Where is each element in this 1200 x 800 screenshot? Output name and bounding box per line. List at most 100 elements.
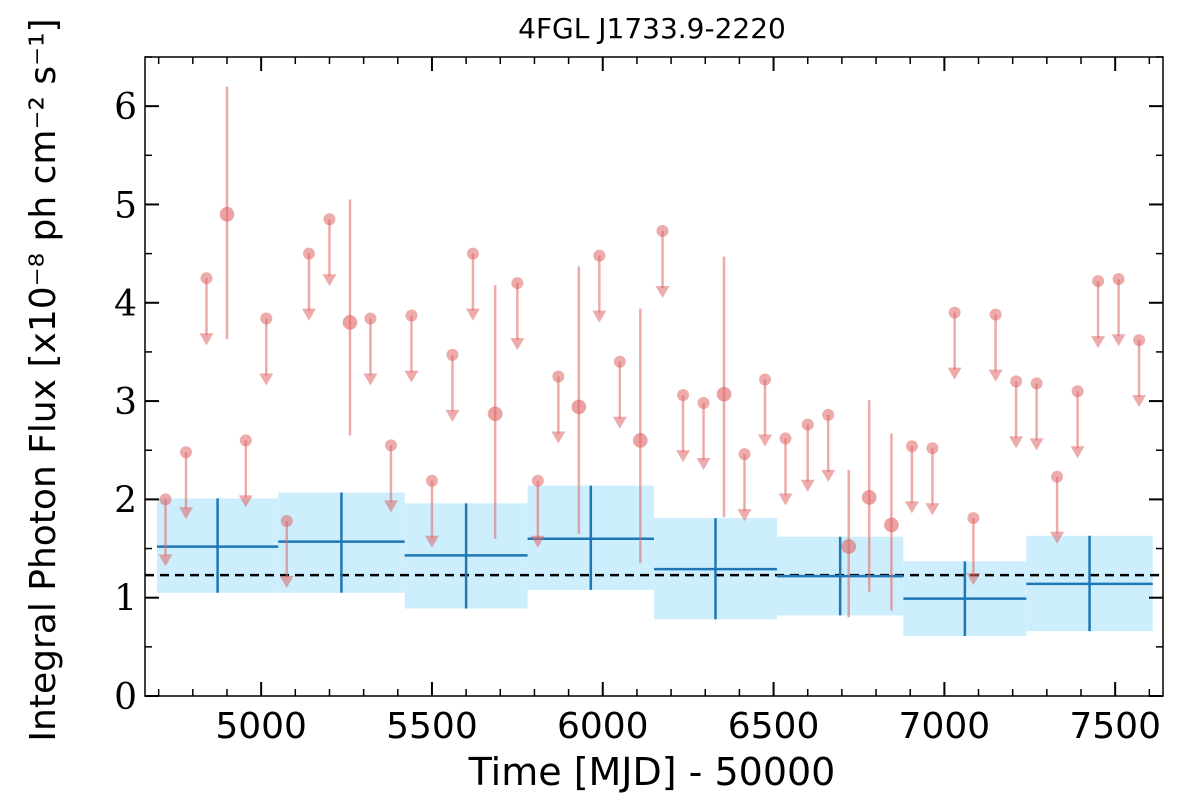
- upper-limit-arrow: [322, 274, 337, 287]
- upper-limit-arrow: [737, 509, 752, 522]
- y-tick-label: 2: [114, 480, 137, 521]
- x-tick-label: 6000: [557, 706, 649, 747]
- y-tick-label: 3: [114, 382, 137, 423]
- detection-point: [342, 314, 358, 330]
- upper-limit-point: [239, 434, 252, 447]
- upper-limit-arrow: [778, 493, 793, 506]
- upper-limit-point: [1092, 275, 1105, 288]
- upper-limit-point: [425, 474, 438, 487]
- y-tick-label: 4: [114, 284, 137, 325]
- upper-limit-arrow: [424, 535, 439, 548]
- upper-limit-point: [280, 515, 293, 528]
- upper-limit-arrow: [612, 416, 627, 429]
- detection-point: [571, 399, 587, 415]
- upper-limit-point: [179, 446, 192, 459]
- upper-limit-arrow: [465, 308, 480, 321]
- upper-limit-point: [738, 448, 751, 461]
- upper-limit-point: [677, 389, 690, 402]
- upper-limit-point: [1051, 470, 1064, 483]
- upper-limit-arrow: [1132, 395, 1147, 408]
- x-tick-label: 6500: [728, 706, 820, 747]
- upper-limit-point: [552, 370, 565, 383]
- upper-limit-point: [1071, 385, 1084, 398]
- upper-limit-point: [593, 249, 606, 262]
- upper-limit-arrow: [383, 500, 398, 513]
- upper-limit-point: [511, 277, 524, 290]
- upper-limit-point: [905, 440, 918, 453]
- upper-limit-arrow: [238, 495, 253, 508]
- upper-limit-point: [967, 512, 980, 525]
- upper-limit-point: [200, 272, 213, 285]
- chart-title: 4FGL J1733.9-2220: [518, 12, 786, 45]
- upper-limit-point: [302, 247, 315, 260]
- upper-limit-point: [656, 225, 669, 238]
- upper-limit-point: [405, 309, 418, 322]
- detection-point: [883, 517, 899, 533]
- y-tick-label: 6: [114, 87, 137, 128]
- upper-limit-arrow: [947, 367, 962, 380]
- upper-limit-point: [948, 306, 961, 319]
- upper-limit-arrow: [363, 373, 378, 386]
- upper-limit-point: [531, 474, 544, 487]
- upper-limit-arrow: [966, 573, 981, 586]
- upper-limit-point: [759, 373, 772, 386]
- x-tick-label: 5500: [386, 706, 478, 747]
- upper-limit-arrow: [279, 576, 294, 589]
- upper-limit-point: [323, 213, 336, 226]
- upper-limit-point: [779, 432, 792, 445]
- detection-point: [861, 489, 877, 505]
- upper-limit-point: [697, 397, 710, 410]
- upper-limit-arrow: [551, 431, 566, 444]
- upper-limit-point: [159, 493, 172, 506]
- plot-frame: [144, 56, 1164, 697]
- upper-limit-arrow: [530, 535, 545, 548]
- upper-limit-arrow: [1050, 531, 1065, 544]
- upper-limit-point: [822, 408, 835, 421]
- upper-limit-arrow: [904, 501, 919, 514]
- upper-limit-point: [446, 348, 459, 361]
- y-tick-label: 0: [114, 677, 137, 718]
- x-tick-label: 7500: [1069, 706, 1161, 747]
- upper-limit-arrow: [758, 434, 773, 447]
- y-tick-label: 5: [114, 185, 137, 226]
- x-axis-label: Time [MJD] - 50000: [468, 750, 836, 794]
- detection-point: [841, 539, 857, 555]
- plot-area: 5000 5500 6000 6500 7000 7500 0 1 2 3 4 5 6: [114, 56, 1164, 747]
- upper-limit-point: [384, 439, 397, 452]
- detection-point: [487, 406, 503, 422]
- upper-limit-arrow: [696, 458, 711, 471]
- upper-limit-arrow: [1009, 436, 1024, 449]
- upper-limit-arrow: [655, 286, 670, 299]
- detection-point: [632, 432, 648, 448]
- upper-limit-point: [1133, 334, 1146, 347]
- upper-limit-point: [260, 312, 273, 325]
- upper-limit-arrow: [510, 338, 525, 351]
- upper-limit-point: [364, 312, 377, 325]
- upper-limit-point: [801, 418, 814, 431]
- detection-point: [716, 386, 732, 402]
- upper-limit-arrow: [676, 450, 691, 463]
- upper-limit-arrow: [988, 369, 1003, 382]
- upper-limit-arrow: [199, 333, 214, 346]
- upper-limit-arrow: [259, 373, 274, 386]
- upper-limit-arrow: [592, 310, 607, 323]
- upper-limit-arrow: [178, 507, 193, 520]
- upper-limit-arrow: [158, 554, 173, 567]
- upper-limit-arrow: [925, 503, 940, 516]
- upper-limit-arrow: [1111, 334, 1126, 347]
- upper-limit-arrow: [1070, 446, 1085, 459]
- upper-limit-arrow: [445, 409, 460, 422]
- detection-point: [219, 206, 235, 222]
- y-tick-label: 1: [114, 579, 137, 620]
- upper-limit-arrow: [1029, 438, 1044, 451]
- upper-limit-point: [466, 247, 479, 260]
- upper-limit-arrow: [1091, 336, 1106, 349]
- upper-limit-arrow: [821, 469, 836, 482]
- upper-limit-point: [1030, 377, 1043, 390]
- upper-limit-point: [1112, 273, 1125, 286]
- upper-limit-arrow: [404, 370, 419, 383]
- x-tick-label: 7000: [899, 706, 991, 747]
- upper-limit-point: [989, 308, 1002, 321]
- upper-limit-arrow: [301, 308, 316, 321]
